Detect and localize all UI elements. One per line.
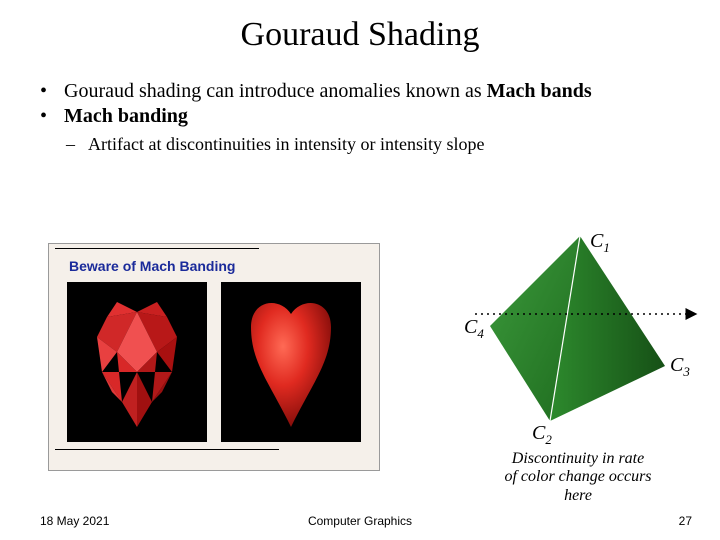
bullet-dot: •: [40, 105, 64, 128]
divider: [55, 248, 259, 249]
vertex-c4: C4: [464, 316, 484, 342]
divider: [55, 449, 279, 450]
bullet-2-bold: Mach banding: [64, 105, 680, 128]
footer-page: 27: [679, 514, 692, 528]
sub-bullet-1-text: Artifact at discontinuities in intensity…: [88, 134, 484, 155]
footer-title: Computer Graphics: [0, 514, 720, 528]
bullet-2: • Mach banding: [40, 105, 680, 128]
heart-flat-shaded: [67, 282, 207, 442]
content-body: • Gouraud shading can introduce anomalie…: [0, 54, 720, 155]
vertex-c3: C3: [670, 354, 690, 380]
vertex-c2: C2: [532, 422, 552, 448]
sub-bullet-1: – Artifact at discontinuities in intensi…: [66, 134, 680, 155]
page-title: Gouraud Shading: [0, 0, 720, 54]
heart-smooth-shaded: [221, 282, 361, 442]
mach-banding-panel: Beware of Mach Banding: [48, 243, 380, 471]
vertex-c1: C1: [590, 230, 610, 256]
mach-panel-title: Beware of Mach Banding: [69, 258, 235, 274]
bullet-dot: •: [40, 80, 64, 103]
bullet-1: • Gouraud shading can introduce anomalie…: [40, 80, 680, 103]
triangle-svg: [430, 236, 710, 486]
diagram-caption: Discontinuity in rate of color change oc…: [478, 450, 678, 505]
bullet-1-text: Gouraud shading can introduce anomalies …: [64, 80, 487, 102]
bullet-1-bold: Mach bands: [487, 80, 592, 102]
bullet-dash: –: [66, 134, 88, 155]
triangle-diagram: C1 C4 C3 C2 Discontinuity in rate of col…: [430, 236, 710, 486]
